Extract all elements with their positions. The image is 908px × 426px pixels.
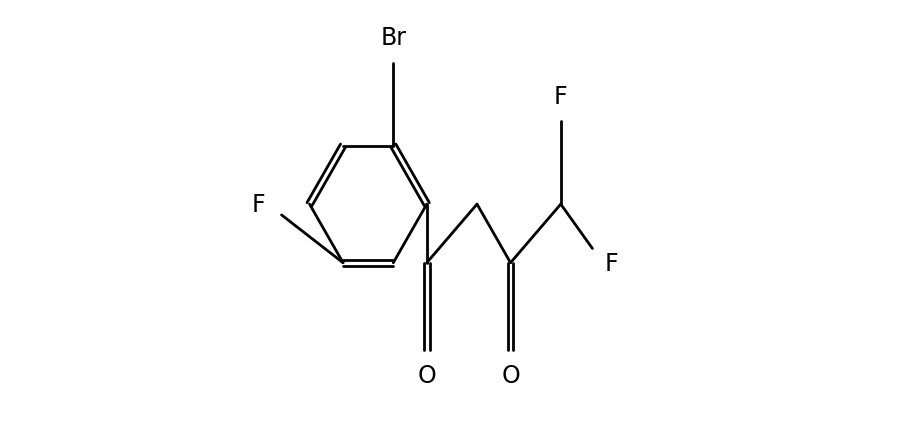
Text: Br: Br xyxy=(380,26,406,50)
Text: F: F xyxy=(252,193,266,216)
Text: O: O xyxy=(501,363,520,387)
Text: O: O xyxy=(418,363,436,387)
Text: F: F xyxy=(554,85,568,109)
Text: F: F xyxy=(605,251,618,275)
